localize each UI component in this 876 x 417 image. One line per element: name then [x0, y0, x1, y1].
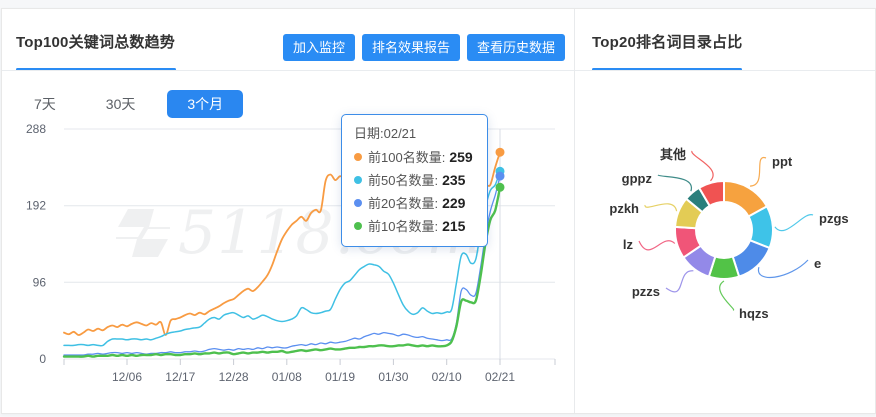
donut-connector-hqzs: [719, 280, 735, 311]
trend-panel-title: Top100关键词总数趋势: [16, 34, 176, 51]
tooltip-row-top100: 前100名数量: 259: [354, 145, 473, 168]
tooltip-value: 215: [442, 217, 466, 234]
ranking-report-button[interactable]: 排名效果报告: [361, 34, 460, 61]
donut-connector-other: [691, 150, 714, 182]
donut-label-pzgs: pzgs: [819, 211, 849, 226]
svg-text:01/19: 01/19: [325, 370, 355, 384]
tooltip-date: 日期:02/21: [354, 126, 417, 141]
end-dot-top100: [495, 147, 505, 157]
donut-label-other: 其他: [660, 147, 686, 162]
donut-panel-title: Top20排名词目录占比: [592, 34, 743, 51]
donut-connector-pzkh: [644, 203, 678, 212]
trend-chart-area: 5118.com 0 96 192 288 12/06 12/17 12/28 01/08 01…: [2, 106, 574, 401]
top20-series-dot: [354, 198, 362, 207]
donut-chart[interactable]: ppt pzgs e hqzs pzzs lz pzkh gppz 其他: [575, 106, 875, 406]
add-monitor-button[interactable]: 加入监控: [282, 34, 355, 61]
tab-30-days[interactable]: 30天: [105, 95, 136, 112]
donut-panel: Top20排名词目录占比 ppt pzgs e hqzs pzzs lz pzkh gppz 其…: [575, 9, 875, 413]
trend-line-top10: [62, 186, 502, 358]
tooltip-label: 前20名数量:: [368, 196, 439, 211]
dashboard-card: Top100关键词总数趋势 加入监控 排名效果报告 查看历史数据 7天 30天 …: [1, 8, 876, 414]
top10-series-dot: [354, 221, 362, 230]
svg-text:12/17: 12/17: [165, 370, 195, 384]
chart-tooltip: 日期:02/21 前100名数量: 259 前50名数量: 235 前20名数量…: [341, 114, 488, 247]
tooltip-label: 前50名数量:: [368, 173, 439, 188]
tab-7-days[interactable]: 7天: [34, 95, 56, 112]
donut-connector-e: [758, 259, 809, 279]
svg-text:02/21: 02/21: [485, 370, 515, 384]
donut-label-gppz: gppz: [622, 171, 653, 186]
donut-label-pzzs: pzzs: [632, 284, 660, 299]
donut-title-underline: [592, 68, 742, 71]
donut-connector-pzgs: [774, 214, 814, 232]
trend-title-underline: [16, 68, 176, 71]
svg-text:01/30: 01/30: [378, 370, 408, 384]
trend-header-divider: [2, 70, 574, 71]
top100-series-dot: [354, 152, 362, 161]
tooltip-value: 229: [442, 194, 466, 211]
tooltip-value: 235: [442, 171, 466, 188]
donut-label-pzkh: pzkh: [609, 201, 639, 216]
tab-3-months[interactable]: 3个月: [167, 89, 244, 118]
donut-connector-pzzs: [665, 270, 694, 293]
svg-text:02/10: 02/10: [432, 370, 462, 384]
tooltip-row-top50: 前50名数量: 235: [354, 168, 473, 191]
top50-series-dot: [354, 175, 362, 184]
trend-chart[interactable]: 0 96 192 288 12/06 12/17 12/28 01/08 01/19 01/30 0…: [2, 106, 574, 401]
svg-text:12/06: 12/06: [112, 370, 142, 384]
donut-label-ppt: ppt: [772, 154, 793, 169]
history-data-button[interactable]: 查看历史数据: [466, 34, 565, 61]
trend-toolbar: 加入监控 排名效果报告 查看历史数据: [282, 34, 565, 61]
trend-line-top20: [63, 175, 501, 356]
svg-text:288: 288: [26, 122, 46, 136]
donut-header-divider: [575, 70, 875, 71]
svg-text:01/08: 01/08: [272, 370, 302, 384]
donut-label-hqzs: hqzs: [739, 306, 769, 321]
tooltip-row-top10: 前10名数量: 215: [354, 214, 473, 237]
time-range-tabs: 7天 30天 3个月: [2, 89, 244, 118]
donut-connector-ppt: [749, 157, 767, 187]
tooltip-label: 前100名数量:: [368, 150, 446, 165]
tooltip-value: 259: [449, 148, 473, 165]
svg-text:0: 0: [39, 352, 46, 366]
tooltip-row-top20: 前20名数量: 229: [354, 191, 473, 214]
end-dot-top10: [495, 182, 505, 192]
donut-label-lz: lz: [623, 237, 634, 252]
svg-text:192: 192: [26, 199, 46, 213]
trend-panel: Top100关键词总数趋势 加入监控 排名效果报告 查看历史数据 7天 30天 …: [2, 9, 575, 413]
svg-text:96: 96: [33, 275, 47, 289]
donut-connector-gppz: [657, 174, 692, 192]
tooltip-label: 前10名数量:: [368, 219, 439, 234]
donut-label-e: e: [814, 256, 821, 271]
svg-text:12/28: 12/28: [219, 370, 249, 384]
donut-connector-lz: [638, 240, 676, 251]
trend-line-top50: [63, 170, 501, 347]
donut-segment-other: [697, 179, 725, 208]
end-dot-top20: [495, 171, 505, 181]
